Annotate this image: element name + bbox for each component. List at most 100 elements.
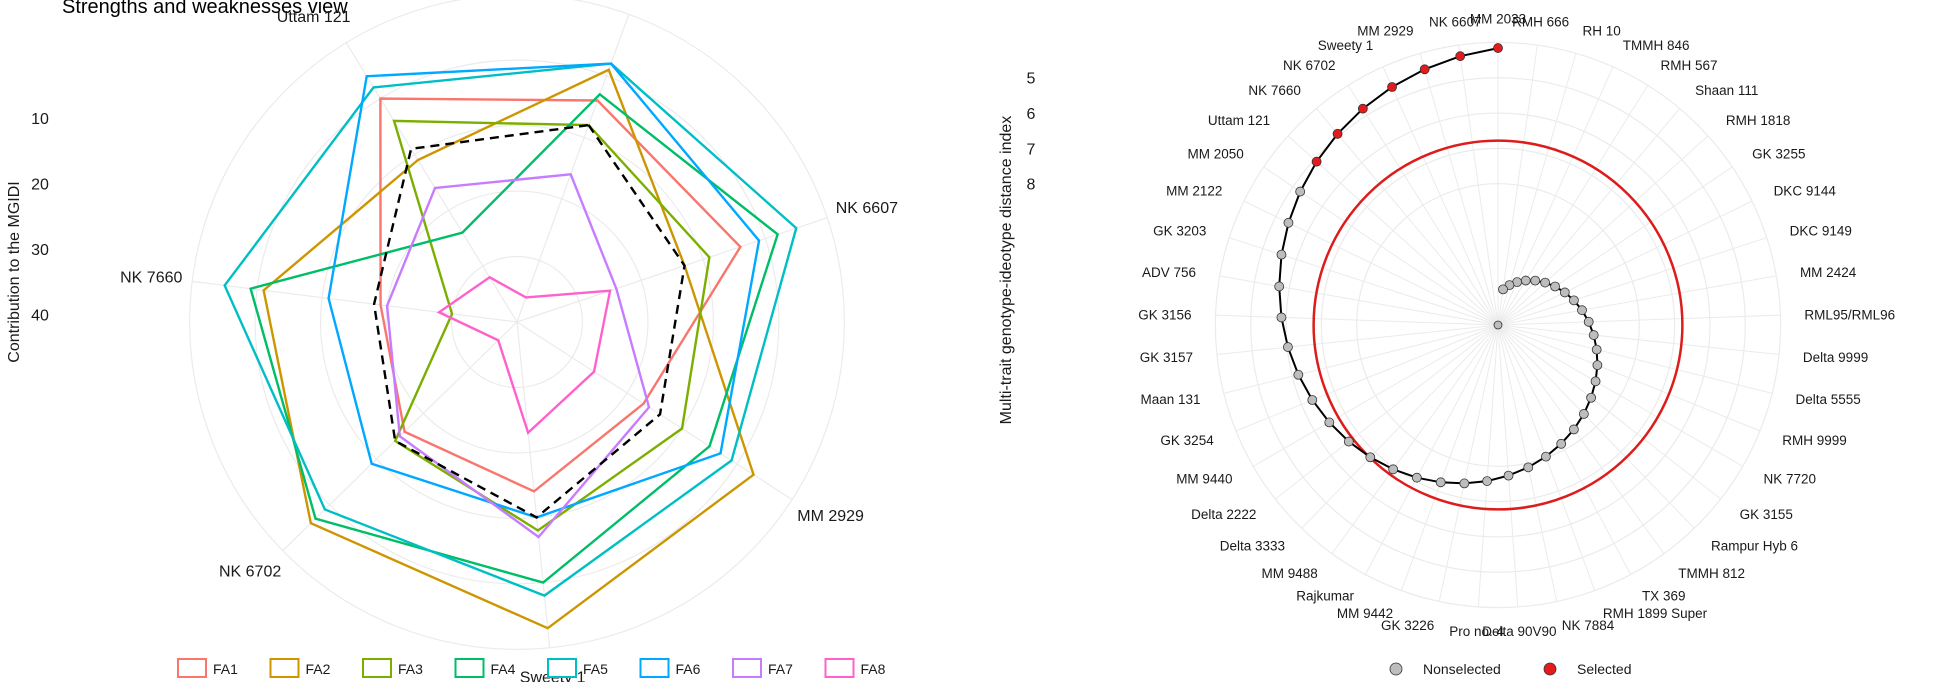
polar-spoke xyxy=(1497,314,1781,326)
nonselected-point xyxy=(1388,464,1399,475)
polar-spoke xyxy=(1458,45,1499,326)
nonselected-point xyxy=(1411,472,1422,483)
radar-axis-label: Uttam 121 xyxy=(277,9,351,26)
polar-radial-tick: 6 xyxy=(1027,106,1036,123)
nonselected-point xyxy=(1276,312,1287,323)
legend-key-FA6 xyxy=(639,658,670,678)
nonselected-point xyxy=(1274,281,1285,292)
radar-series-FA3 xyxy=(392,119,711,532)
nonselected-point xyxy=(1568,424,1579,435)
radar-grid-ring xyxy=(450,255,584,389)
polar-genotype-label: MM 2050 xyxy=(1188,147,1244,162)
nonselected-point xyxy=(1493,320,1503,330)
radar-spoke xyxy=(516,217,828,323)
polar-genotype-label: Delta 90V90 xyxy=(1482,624,1556,639)
polar-spoke xyxy=(1497,166,1733,326)
polar-spoke xyxy=(1275,324,1499,500)
polar-genotype-label: Delta 9999 xyxy=(1803,350,1868,365)
polar-genotype-label: TMMH 812 xyxy=(1678,566,1745,581)
legend-nonselected-label: Nonselected xyxy=(1423,661,1501,677)
legend-label-FA4: FA4 xyxy=(491,661,516,677)
nonselected-point xyxy=(1295,186,1306,197)
selected-point xyxy=(1387,82,1397,92)
radar-reference-line xyxy=(372,123,686,519)
polar-genotype-label: Delta 2222 xyxy=(1191,507,1256,522)
nonselected-point xyxy=(1540,277,1551,288)
polar-genotype-label: MM 2122 xyxy=(1166,184,1222,199)
polar-spoke xyxy=(1382,66,1499,326)
legend-selected-marker xyxy=(1543,662,1557,676)
polar-genotype-label: NK 7720 xyxy=(1764,471,1817,486)
polar-genotype-label: TMMH 846 xyxy=(1623,38,1690,53)
polar-spoke xyxy=(1235,324,1499,432)
polar-genotype-label: NK 6702 xyxy=(1283,58,1336,73)
polar-genotype-label: MM 2929 xyxy=(1357,23,1413,38)
polar-genotype-label: Delta 5555 xyxy=(1795,392,1860,407)
nonselected-point xyxy=(1520,275,1531,286)
nonselected-point xyxy=(1530,275,1541,286)
polar-radial-tick: 5 xyxy=(1027,71,1036,88)
polar-spoke xyxy=(1497,324,1519,607)
legend-label-FA2: FA2 xyxy=(306,661,331,677)
polar-spoke xyxy=(1497,324,1721,500)
selected-point xyxy=(1332,128,1343,139)
radar-axis-label: NK 6702 xyxy=(219,564,281,581)
selected-point xyxy=(1357,103,1368,114)
polar-genotype-label: Rampur Hyb 6 xyxy=(1711,539,1798,554)
polar-genotype-label: RMH 9999 xyxy=(1782,433,1847,448)
nonselected-point xyxy=(1324,417,1335,428)
nonselected-point xyxy=(1550,281,1560,292)
polar-spokes xyxy=(1215,42,1781,607)
polar-legend: Nonselected Selected xyxy=(1389,661,1631,677)
radar-series-FA5 xyxy=(223,62,798,597)
polar-spoke xyxy=(1497,108,1681,326)
polar-spoke xyxy=(1497,275,1777,326)
polar-spoke xyxy=(1497,200,1753,326)
polar-index-polyline xyxy=(1278,47,1599,485)
nonselected-point xyxy=(1556,438,1567,449)
radar-spokes xyxy=(192,14,828,648)
polar-spoke xyxy=(1497,324,1665,554)
legend-label-FA3: FA3 xyxy=(398,661,423,677)
nonselected-point xyxy=(1577,305,1587,316)
polar-spoke xyxy=(1497,324,1695,529)
polar-genotype-label: GK 3226 xyxy=(1381,618,1434,633)
polar-y-label: Multi-trait genotype-ideotype distance i… xyxy=(998,116,1015,425)
legend-label-FA5: FA5 xyxy=(583,661,608,677)
polar-spoke xyxy=(1419,53,1499,326)
polar-spoke xyxy=(1497,85,1649,326)
radar-grid-ring xyxy=(189,0,845,650)
radar-title: Strengths and weaknesses view xyxy=(62,0,348,18)
polar-genotype-label: Uttam 121 xyxy=(1208,113,1270,128)
polar-genotype-label: DKC 9149 xyxy=(1790,223,1852,238)
nonselected-point xyxy=(1503,470,1514,481)
polar-genotype-label: GK 3156 xyxy=(1138,307,1191,322)
legend-key-FA3 xyxy=(362,658,392,678)
polar-spoke xyxy=(1497,324,1773,394)
legend-key-FA2 xyxy=(269,658,300,678)
radar-grid-ring xyxy=(385,190,649,454)
polar-genotype-label: MM 9440 xyxy=(1176,471,1232,486)
nonselected-point xyxy=(1590,376,1601,387)
nonselected-point xyxy=(1482,476,1492,486)
polar-spoke xyxy=(1438,324,1499,602)
legend-key-FA8 xyxy=(824,658,855,678)
nonselected-point xyxy=(1365,452,1376,463)
radar-radial-tick: 10 xyxy=(31,111,49,128)
polar-genotype-label: RMH 567 xyxy=(1660,58,1717,73)
polar-spoke xyxy=(1301,324,1499,529)
legend-selected-label: Selected xyxy=(1577,661,1631,677)
polar-genotype-label: NK 7660 xyxy=(1248,83,1301,98)
nonselected-point xyxy=(1540,451,1551,462)
polar-spoke xyxy=(1497,324,1761,432)
polar-spoke xyxy=(1497,135,1709,326)
polar-genotype-label: Sweety 1 xyxy=(1318,38,1374,53)
nonselected-point xyxy=(1592,360,1603,371)
nonselected-point xyxy=(1276,249,1287,260)
selected-point xyxy=(1455,51,1466,62)
polar-genotype-label: ADV 756 xyxy=(1142,265,1196,280)
polar-genotype-label: RMH 1818 xyxy=(1726,113,1791,128)
